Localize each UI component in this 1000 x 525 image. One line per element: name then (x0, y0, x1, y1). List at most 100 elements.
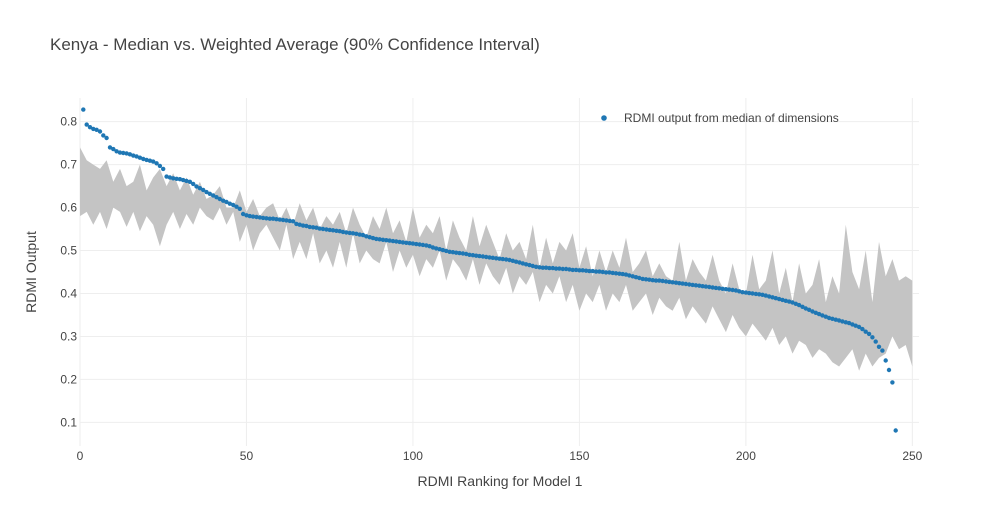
median-point (304, 223, 309, 229)
median-point (730, 287, 735, 293)
median-point (430, 245, 436, 250)
median-point (464, 251, 469, 257)
y-tick-label: 0.2 (60, 372, 77, 386)
median-point (244, 213, 249, 218)
median-point (147, 158, 153, 163)
median-point (620, 271, 625, 277)
median-point (873, 339, 878, 344)
median-point (250, 214, 256, 219)
median-point (540, 265, 545, 270)
median-point (287, 218, 292, 224)
median-point (593, 269, 599, 274)
median-point (417, 242, 422, 247)
median-point (390, 238, 396, 244)
median-point (470, 253, 476, 258)
median-point (490, 255, 495, 260)
median-point (221, 198, 226, 203)
median-point (747, 290, 752, 296)
median-point (97, 129, 103, 134)
median-point (577, 268, 582, 273)
median-point (101, 133, 106, 138)
median-point (520, 261, 525, 266)
median-point (314, 225, 319, 230)
median-point (597, 269, 602, 274)
x-tick-label: 0 (77, 449, 84, 463)
median-point (191, 181, 196, 187)
median-point (354, 231, 359, 236)
median-point (161, 166, 166, 172)
chart-title: Kenya - Median vs. Weighted Average (90%… (50, 35, 540, 54)
median-point (440, 247, 446, 253)
median-point (573, 267, 579, 273)
median-point (131, 153, 136, 158)
median-point (450, 250, 456, 255)
x-tick-label: 250 (902, 449, 922, 463)
median-point (224, 199, 229, 205)
median-point (770, 295, 775, 300)
median-point (763, 293, 768, 298)
median-point (703, 284, 709, 289)
median-point (344, 230, 349, 235)
median-point (537, 265, 542, 270)
median-point (633, 275, 639, 280)
median-point (197, 186, 203, 191)
median-point (217, 196, 222, 202)
median-point (364, 234, 369, 239)
median-point (630, 274, 635, 279)
median-point (444, 248, 449, 254)
median-point (803, 306, 808, 311)
median-point (214, 195, 219, 200)
y-tick-label: 0.6 (60, 201, 77, 215)
median-point (663, 279, 669, 284)
median-point (204, 189, 209, 195)
median-point (327, 227, 332, 233)
median-point (523, 262, 529, 267)
median-point (603, 270, 609, 275)
median-point (447, 249, 452, 254)
median-point (886, 367, 892, 373)
median-point (667, 279, 672, 285)
median-point (513, 259, 519, 264)
median-point (640, 276, 645, 282)
median-point (580, 268, 585, 273)
median-point (893, 428, 898, 433)
median-point (687, 282, 692, 287)
median-point (387, 238, 392, 243)
median-point (627, 273, 632, 278)
y-tick-label: 0.3 (60, 329, 77, 343)
median-point (207, 191, 212, 196)
median-point (707, 284, 712, 290)
y-tick-label: 0.1 (60, 415, 77, 429)
median-point (623, 272, 629, 277)
median-point (777, 296, 782, 302)
median-point (647, 277, 652, 282)
median-point (863, 329, 868, 334)
legend[interactable]: RDMI output from median of dimensions (601, 111, 839, 125)
median-point (307, 224, 312, 230)
median-point (773, 296, 778, 301)
median-point (500, 256, 505, 262)
median-point (247, 213, 252, 219)
median-point (570, 267, 575, 273)
median-point (693, 283, 699, 288)
median-point (424, 243, 429, 248)
median-point (816, 311, 822, 317)
median-point (234, 204, 239, 209)
median-point (883, 358, 888, 363)
median-point (290, 219, 296, 224)
median-point (860, 326, 865, 332)
median-point (420, 242, 426, 248)
median-point (211, 193, 216, 198)
median-point (267, 216, 272, 221)
median-point (683, 281, 689, 287)
median-point (806, 307, 812, 312)
median-point (124, 151, 129, 156)
median-point (757, 292, 762, 297)
median-point (410, 241, 416, 246)
median-point (254, 214, 259, 220)
median-point (790, 300, 795, 305)
median-point (164, 174, 169, 179)
median-point (753, 291, 759, 297)
median-point (673, 280, 679, 285)
median-point (380, 237, 386, 242)
